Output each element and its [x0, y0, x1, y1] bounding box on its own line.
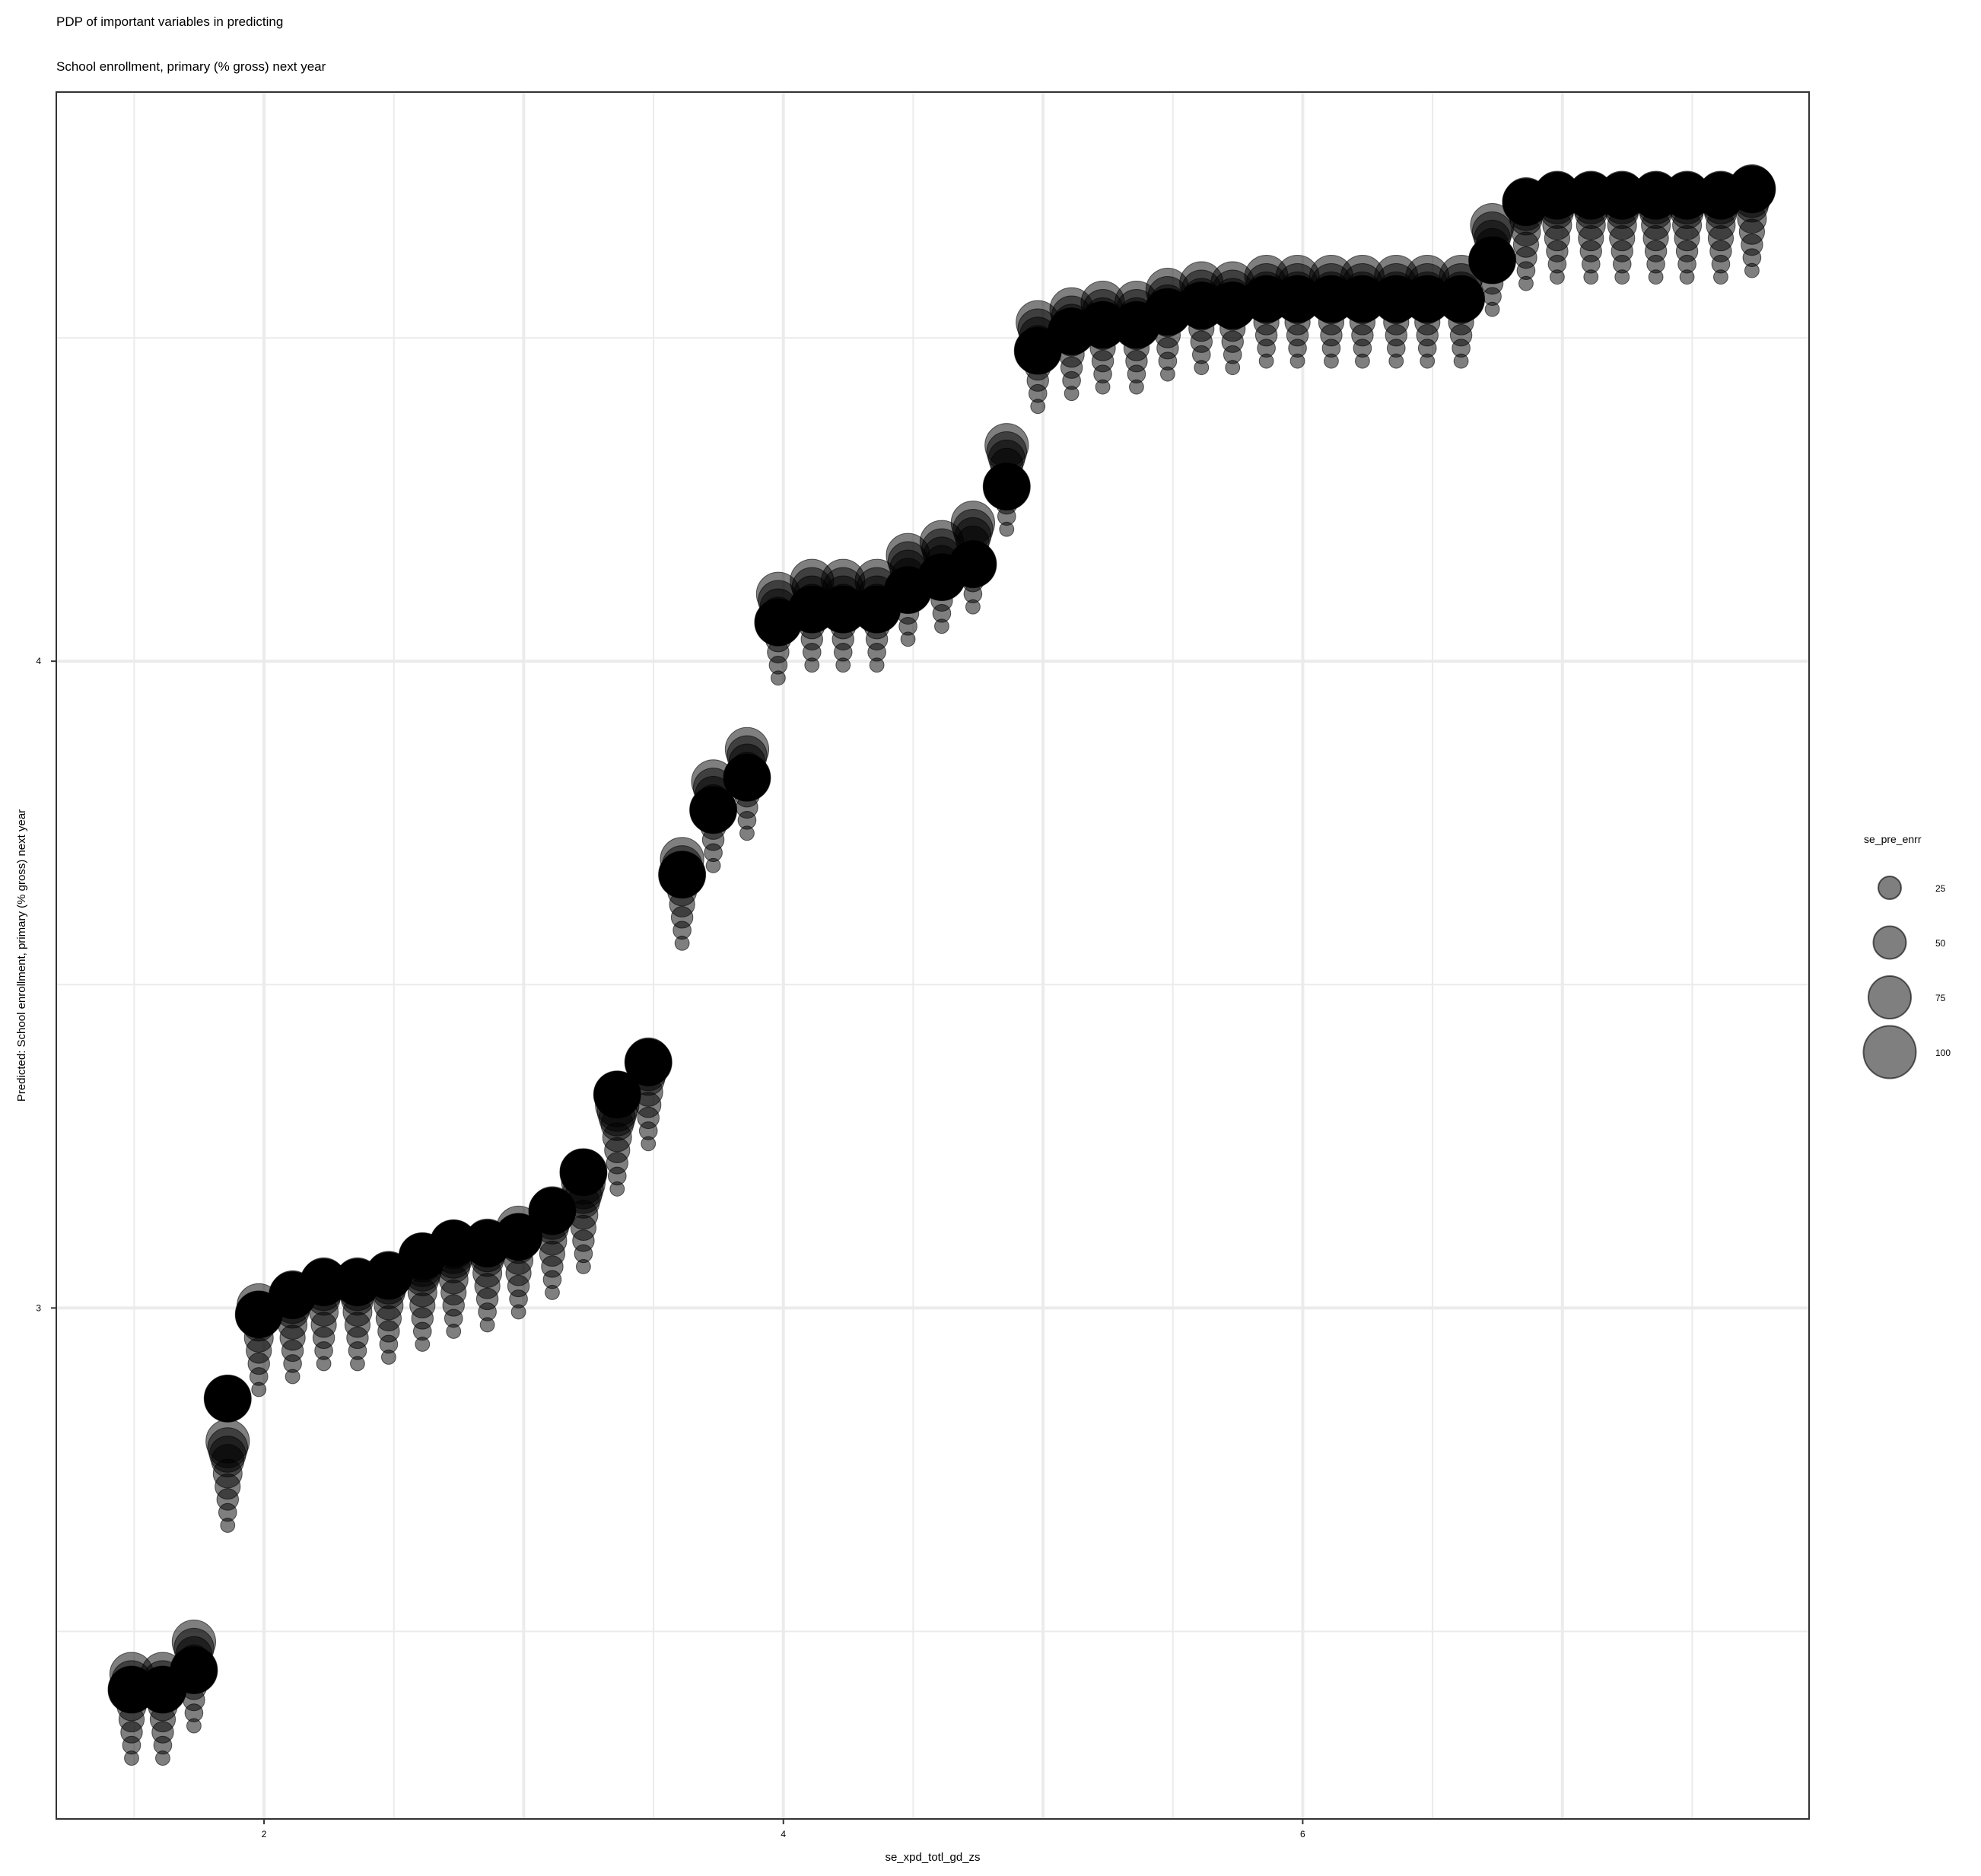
data-point — [285, 1369, 300, 1385]
data-point — [576, 1259, 591, 1274]
legend-key-label: 100 — [1935, 1048, 1951, 1058]
legend-keys: 25 50 75 100 — [1862, 876, 1951, 1079]
legend-key-circle — [1878, 876, 1902, 900]
legend-key-label: 25 — [1935, 883, 1946, 894]
data-point — [1550, 269, 1565, 285]
data-point — [415, 1337, 431, 1352]
data-point — [900, 631, 916, 647]
data-point — [1324, 353, 1339, 369]
data-point — [1194, 360, 1210, 376]
data-point — [1518, 275, 1534, 291]
data-point — [1679, 269, 1695, 285]
data-point — [251, 1382, 267, 1397]
plot-border — [56, 91, 1810, 1820]
data-point — [479, 1317, 495, 1333]
chart-subtitle: School enrollment, primary (% gross) nex… — [56, 59, 326, 74]
data-point — [609, 1181, 625, 1197]
x-tick-label: 4 — [781, 1829, 786, 1839]
data-point — [674, 935, 690, 951]
data-point — [1453, 353, 1469, 369]
legend-key-label: 50 — [1935, 938, 1946, 949]
data-point — [705, 857, 721, 873]
legend-key-circle — [1872, 925, 1907, 960]
data-point — [1030, 399, 1046, 415]
data-point — [1420, 353, 1436, 369]
data-point — [186, 1718, 202, 1734]
data-point — [804, 657, 820, 673]
plot-background — [56, 92, 1809, 1819]
data-points — [107, 164, 1776, 1766]
data-point — [203, 1374, 252, 1423]
data-point — [220, 1518, 236, 1533]
data-point — [316, 1356, 332, 1372]
data-point — [1289, 353, 1305, 369]
legend-key-circle — [1868, 975, 1912, 1019]
data-point — [545, 1285, 560, 1300]
data-point — [1648, 269, 1664, 285]
data-point — [381, 1350, 396, 1365]
x-tick-label: 6 — [1300, 1829, 1305, 1839]
data-point — [1614, 269, 1630, 285]
data-point — [1355, 353, 1370, 369]
data-point — [1744, 262, 1760, 278]
data-point — [1258, 353, 1274, 369]
data-point — [1713, 269, 1728, 285]
data-point — [999, 521, 1015, 537]
y-tick-label: 3 — [36, 1302, 41, 1313]
data-point — [1160, 366, 1175, 382]
data-point — [965, 599, 981, 615]
data-point — [350, 1356, 365, 1372]
data-point — [1583, 269, 1599, 285]
data-point — [1064, 386, 1080, 402]
data-point — [1388, 353, 1404, 369]
data-point — [1484, 301, 1500, 317]
chart-title: PDP of important variables in predicting — [56, 14, 283, 29]
data-point — [869, 657, 885, 673]
data-point — [1129, 379, 1144, 395]
x-axis: 2 4 6 — [262, 1819, 1305, 1839]
x-axis-title: se_xpd_totl_gd_zs — [885, 1851, 980, 1864]
legend-title: se_pre_enrr — [1864, 833, 1922, 845]
data-point — [446, 1324, 462, 1339]
data-point — [771, 670, 786, 686]
legend-key-circle — [1862, 1025, 1917, 1079]
plot-panel — [56, 91, 1810, 1820]
data-point — [1225, 360, 1241, 376]
data-point — [739, 825, 755, 841]
y-axis: 34 — [36, 656, 56, 1313]
grid-lines — [56, 92, 1809, 1819]
size-legend: se_pre_enrr 25 50 75 100 — [1862, 833, 1951, 1079]
data-point — [934, 618, 949, 634]
data-point — [835, 657, 851, 673]
legend-key-label: 75 — [1935, 993, 1946, 1003]
y-tick-label: 4 — [36, 656, 41, 666]
data-point — [155, 1750, 170, 1766]
data-point — [641, 1136, 657, 1152]
y-axis-title: Predicted: School enrollment, primary (%… — [15, 809, 28, 1102]
data-point — [1095, 379, 1111, 395]
x-tick-label: 2 — [262, 1829, 267, 1839]
data-point — [510, 1304, 526, 1320]
data-point — [124, 1750, 139, 1766]
